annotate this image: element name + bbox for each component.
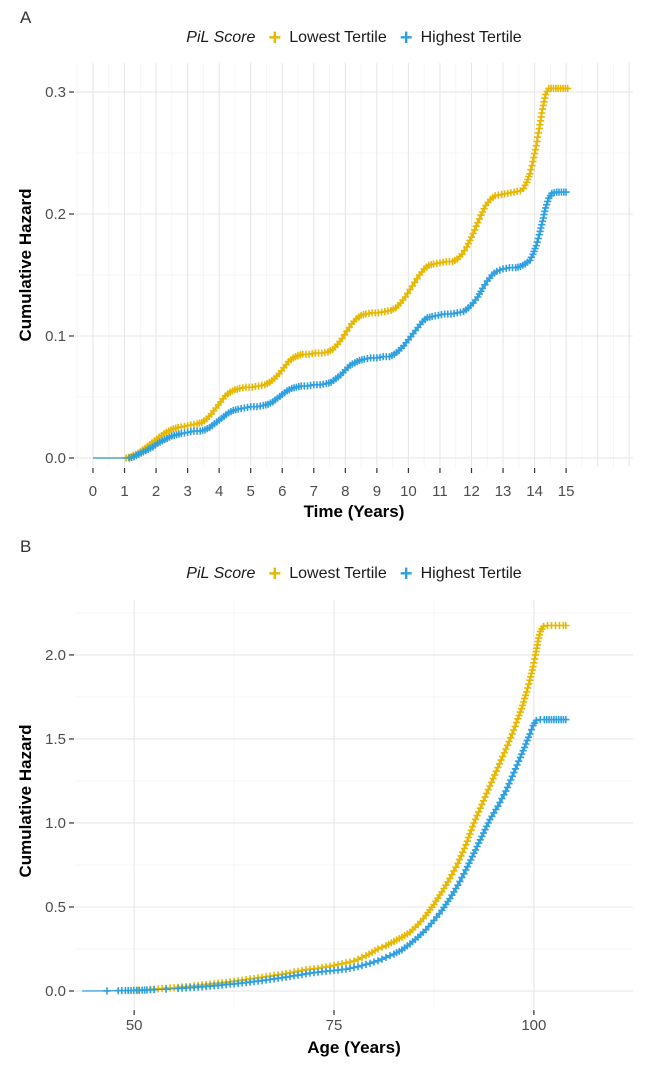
x-tick-label: 7 [310,483,318,500]
legend-b: PiL Score + Lowest Tertile + Highest Ter… [75,562,633,586]
x-tick-label: 100 [521,1017,546,1034]
x-tick-label: 3 [183,483,191,500]
x-axis-title-b: Age (Years) [307,1038,401,1057]
legend-item-highest-tertile: + Highest Tertile [399,561,522,586]
legend-item-label: Highest Tertile [420,29,522,46]
chart-a: 0 1 2 3 4 5 6 7 8 9 10 11 12 13 14 150.00.10.20.3 [45,63,633,500]
y-tick-label: 0.5 [45,899,66,916]
series-censor-markers [122,84,572,462]
plus-marker-icon: + [399,25,413,50]
x-tick-label: 50 [126,1017,143,1034]
legend-item-highest-tertile: + Highest Tertile [399,25,522,50]
y-tick-label: 0.2 [45,206,66,223]
series-censor-markers [103,716,570,995]
x-axis-title-a: Time (Years) [303,502,405,521]
legend-item-label: Highest Tertile [420,565,522,582]
y-tick-label: 1.0 [45,815,66,832]
y-tick-label: 0.0 [45,450,66,467]
x-tick-label: 6 [278,483,286,500]
plus-marker-icon: + [268,25,282,50]
y-axis-title-a: Cumulative Hazard [16,188,35,342]
series-censor-markers [134,621,570,994]
legend-item-label: Lowest Tertile [289,565,387,582]
chart-b: 50 75 100 0.0 0.5 1.0 1.5 2.0 [45,600,633,1034]
y-tick-label: 0.0 [45,983,66,1000]
series-line [130,624,566,991]
y-axis-title-b: Cumulative Hazard [16,724,35,878]
legend-item-lowest-tertile: + Lowest Tertile [268,25,387,50]
x-tick-label: 8 [341,483,349,500]
legend-item-label: Lowest Tertile [289,29,387,46]
x-tick-label: 15 [558,483,575,500]
x-tick-label: 75 [326,1017,343,1034]
x-tick-label: 9 [373,483,381,500]
plus-marker-icon: + [268,561,282,586]
x-tick-label: 1 [120,483,128,500]
x-tick-label: 0 [89,483,97,500]
legend-title-b: PiL Score [186,565,256,582]
y-tick-label: 0.3 [45,84,66,101]
y-tick-label: 0.1 [45,328,66,345]
series-line [82,719,566,992]
y-tick-label: 1.5 [45,731,66,748]
x-tick-label: 11 [432,483,448,500]
x-tick-label: 12 [463,483,480,500]
x-tick-label: 10 [400,483,417,500]
series-censor-markers [125,188,570,462]
x-tick-label: 14 [526,483,543,500]
y-tick-label: 2.0 [45,647,66,664]
x-tick-label: 2 [152,483,160,500]
x-tick-label: 5 [247,483,255,500]
panel-b-letter: B [20,537,32,556]
panel-a-letter: A [20,8,32,27]
plus-marker-icon: + [399,561,413,586]
x-tick-label: 13 [495,483,512,500]
x-tick-label: 4 [215,483,223,500]
legend-a: PiL Score + Lowest Tertile + Highest Ter… [75,26,633,50]
legend-title-a: PiL Score [186,29,256,46]
legend-item-lowest-tertile: + Lowest Tertile [268,561,387,586]
